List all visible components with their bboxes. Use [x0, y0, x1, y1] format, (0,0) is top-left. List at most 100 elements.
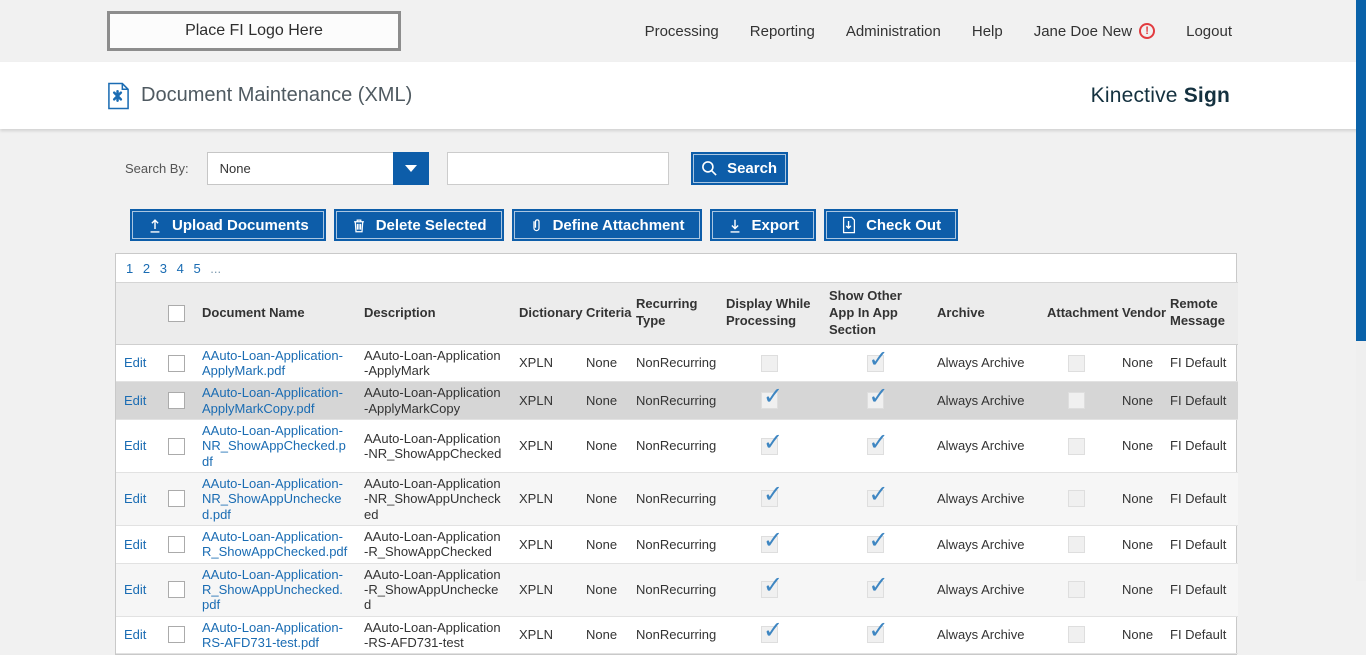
attachment-checkbox[interactable]	[1068, 581, 1085, 599]
search-input[interactable]	[446, 152, 669, 185]
show-other-app-checkbox[interactable]	[866, 481, 889, 510]
pagination: 1 2 3 4 5 ...	[116, 254, 1236, 282]
export-label: Export	[751, 216, 800, 234]
page-link-3[interactable]: 3	[159, 261, 167, 276]
fi-logo-placeholder[interactable]: Place FI Logo Here	[107, 11, 401, 51]
select-all-checkbox[interactable]	[168, 304, 185, 322]
display-while-processing-checkbox[interactable]	[761, 481, 783, 510]
display-while-processing-checkbox[interactable]	[761, 617, 783, 646]
show-other-app-checkbox[interactable]	[866, 617, 889, 646]
recurring-type-cell: NonRecurring	[628, 616, 718, 655]
row-checkbox[interactable]	[168, 626, 185, 644]
export-button[interactable]: Export	[709, 209, 817, 241]
table-row: Edit AAuto-Loan-Application-R_ShowAppUnc…	[116, 563, 1238, 617]
edit-link[interactable]: Edit	[124, 536, 147, 552]
recurring-type-cell: NonRecurring	[628, 472, 718, 526]
dictionary-cell: XPLN	[511, 344, 578, 383]
row-checkbox[interactable]	[168, 392, 185, 410]
nav-item-reporting[interactable]: Reporting	[749, 22, 815, 40]
archive-cell: Always Archive	[929, 381, 1039, 420]
page-link-5[interactable]: 5	[193, 261, 201, 276]
criteria-cell: None	[578, 381, 628, 420]
column-header-criteria: Criteria	[578, 282, 632, 345]
define-attachment-button[interactable]: Define Attachment	[511, 209, 702, 241]
search-button[interactable]: Search	[690, 152, 788, 185]
display-while-processing-checkbox[interactable]	[761, 383, 783, 412]
upload-icon	[150, 218, 160, 233]
row-checkbox[interactable]	[168, 535, 185, 553]
page-link-4[interactable]: 4	[176, 261, 184, 276]
upload-documents-button[interactable]: Upload Documents	[130, 209, 326, 241]
user-menu[interactable]: Jane Doe New !	[1034, 23, 1156, 40]
page-link-more[interactable]: ...	[210, 261, 222, 276]
alert-exclamation-icon: !	[1139, 23, 1156, 39]
display-while-processing-checkbox[interactable]	[761, 429, 783, 457]
recurring-type-cell: NonRecurring	[628, 381, 718, 420]
check-out-button[interactable]: Check Out	[824, 209, 959, 241]
define-attachment-label: Define Attachment	[552, 216, 685, 234]
vendor-cell: None	[1114, 381, 1162, 420]
display-while-processing-checkbox[interactable]	[761, 527, 783, 555]
archive-cell: Always Archive	[929, 472, 1039, 526]
edit-link[interactable]: Edit	[124, 581, 147, 597]
row-checkbox[interactable]	[168, 354, 185, 372]
nav-item-processing[interactable]: Processing	[644, 22, 719, 40]
vendor-cell: None	[1114, 525, 1162, 564]
document-name-link[interactable]: AAuto-Loan-Application-NR_ShowAppChecked…	[202, 422, 346, 469]
remote-message-cell: FI Default	[1162, 472, 1238, 526]
show-other-app-checkbox[interactable]	[866, 572, 889, 600]
attachment-checkbox[interactable]	[1068, 535, 1085, 553]
delete-selected-button[interactable]: Delete Selected	[333, 209, 504, 241]
download-icon	[730, 219, 739, 233]
remote-message-cell: FI Default	[1162, 563, 1238, 617]
search-by-label: Search By:	[125, 161, 189, 176]
attachment-checkbox[interactable]	[1068, 354, 1085, 372]
search-by-dropdown[interactable]: None	[206, 152, 429, 185]
edit-link[interactable]: Edit	[124, 627, 147, 643]
show-other-app-checkbox[interactable]	[866, 346, 889, 374]
vendor-cell: None	[1114, 616, 1162, 655]
vendor-cell: None	[1114, 472, 1162, 526]
edit-link[interactable]: Edit	[124, 491, 147, 507]
show-other-app-checkbox[interactable]	[866, 383, 889, 412]
description-cell: AAuto-Loan-Application-NR_ShowAppChecked	[356, 419, 511, 473]
edit-link[interactable]: Edit	[124, 438, 147, 454]
edit-link[interactable]: Edit	[124, 355, 147, 371]
attachment-checkbox[interactable]	[1068, 437, 1085, 455]
nav-item-help[interactable]: Help	[971, 22, 1003, 40]
archive-cell: Always Archive	[929, 344, 1039, 383]
edit-column-header	[116, 282, 160, 345]
document-name-link[interactable]: AAuto-Loan-Application-R_ShowAppChecked.…	[202, 528, 348, 560]
dictionary-cell: XPLN	[511, 472, 578, 526]
attachment-checkbox[interactable]	[1068, 626, 1085, 644]
nav-item-administration[interactable]: Administration	[845, 22, 941, 40]
column-header-remote-message: Remote Message	[1162, 282, 1238, 345]
document-name-link[interactable]: AAuto-Loan-Application-R_ShowAppUnchecke…	[202, 566, 343, 613]
nav-item-logout[interactable]: Logout	[1186, 22, 1232, 40]
document-name-link[interactable]: AAuto-Loan-Application-ApplyMarkCopy.pdf	[202, 385, 343, 416]
show-other-app-checkbox[interactable]	[866, 527, 889, 555]
row-checkbox[interactable]	[168, 581, 185, 599]
document-name-link[interactable]: AAuto-Loan-Application-NR_ShowAppUncheck…	[202, 475, 343, 522]
attachment-checkbox[interactable]	[1068, 490, 1085, 508]
show-other-app-checkbox[interactable]	[866, 429, 889, 457]
document-name-link[interactable]: AAuto-Loan-Application-RS-AFD731-test.pd…	[202, 619, 343, 650]
column-header-attachment: Attachment	[1039, 282, 1119, 345]
scrollbar-thumb[interactable]	[1356, 0, 1366, 341]
display-while-processing-checkbox[interactable]	[761, 354, 778, 372]
edit-link[interactable]: Edit	[124, 392, 147, 408]
document-name-link[interactable]: AAuto-Loan-Application-ApplyMark.pdf	[202, 347, 343, 378]
row-checkbox[interactable]	[168, 490, 185, 508]
display-while-processing-checkbox[interactable]	[761, 572, 783, 600]
chevron-down-icon[interactable]	[392, 152, 429, 185]
page-link-1[interactable]: 1	[126, 261, 134, 276]
vendor-cell: None	[1114, 563, 1162, 617]
archive-cell: Always Archive	[929, 419, 1039, 473]
brand-bold: Sign	[1183, 83, 1230, 107]
archive-cell: Always Archive	[929, 616, 1039, 655]
dictionary-cell: XPLN	[511, 616, 578, 655]
vertical-scrollbar[interactable]	[1356, 0, 1366, 581]
attachment-checkbox[interactable]	[1068, 392, 1085, 410]
page-link-2[interactable]: 2	[142, 261, 151, 276]
row-checkbox[interactable]	[168, 437, 185, 455]
